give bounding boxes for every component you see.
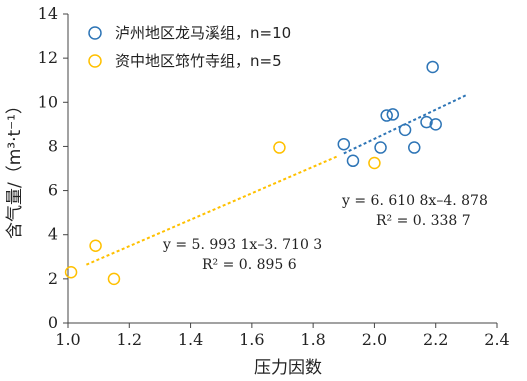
legend-marker-series-0 — [88, 26, 102, 40]
y-tick-label: 0 — [48, 313, 58, 332]
data-point-series-0 — [346, 154, 360, 168]
x-tick-label: 1.8 — [300, 330, 325, 349]
legend: 泸州地区龙马溪组，n=10 资中地区筇竹寺组，n=5 — [88, 24, 291, 70]
x-tick-label: 1.6 — [239, 330, 264, 349]
y-tick-label: 4 — [48, 225, 58, 244]
trendline-series-1 — [85, 155, 339, 266]
r2-label-luzhou: R² = 0. 338 7 — [376, 213, 471, 229]
data-point-series-1 — [64, 265, 78, 279]
data-point-series-0 — [426, 60, 439, 74]
x-tick-label: 1.0 — [55, 330, 80, 349]
data-point-series-0 — [380, 109, 393, 122]
y-tick-label: 10 — [38, 92, 58, 111]
x-tick-label: 1.4 — [178, 330, 203, 349]
data-point-series-0 — [429, 118, 442, 131]
data-points — [64, 60, 442, 286]
data-point-series-0 — [408, 141, 421, 154]
data-point-series-0 — [386, 108, 400, 121]
data-point-series-0 — [420, 115, 433, 129]
data-point-series-1 — [273, 141, 286, 154]
legend-label-series-0: 泸州地区龙马溪组，n=10 — [115, 24, 291, 42]
data-point-series-0 — [398, 123, 412, 137]
y-tick-label: 6 — [48, 181, 58, 200]
data-point-series-1 — [89, 239, 102, 252]
r2-label-zizhong: R² = 0. 895 6 — [202, 257, 297, 273]
legend-marker-series-1 — [88, 54, 102, 68]
data-point-series-1 — [368, 156, 381, 170]
tick-labels: 1.0 1.2 1.4 1.6 1.8 2.0 2.2 2.4 0 2 4 6 8 10 12 14 — [38, 4, 510, 349]
legend-label-series-1: 资中地区筇竹寺组，n=5 — [115, 52, 282, 70]
y-tick-label: 2 — [48, 269, 58, 288]
equation-label-luzhou: y = 6. 610 8x–4. 878 — [341, 193, 488, 209]
tick-marks — [63, 13, 498, 328]
equation-label-zizhong: y = 5. 993 1x–3. 710 3 — [162, 237, 322, 253]
x-axis-title: 压力因数 — [254, 358, 322, 378]
y-tick-label: 14 — [38, 4, 58, 23]
y-axis-title: 含气量/（m³·t⁻¹） — [5, 97, 25, 239]
x-tick-label: 2.2 — [423, 330, 448, 349]
y-tick-label: 8 — [48, 136, 58, 155]
x-tick-label: 1.2 — [117, 330, 142, 349]
data-point-series-0 — [374, 141, 387, 154]
x-tick-label: 2.0 — [362, 330, 387, 349]
data-point-series-1 — [107, 272, 121, 286]
x-tick-label: 2.4 — [484, 330, 509, 349]
data-point-series-0 — [337, 137, 351, 151]
axes — [67, 14, 497, 324]
trendline-equations: y = 6. 610 8x–4. 878 R² = 0. 338 7 y = 5… — [162, 193, 488, 273]
y-tick-label: 12 — [38, 48, 58, 67]
